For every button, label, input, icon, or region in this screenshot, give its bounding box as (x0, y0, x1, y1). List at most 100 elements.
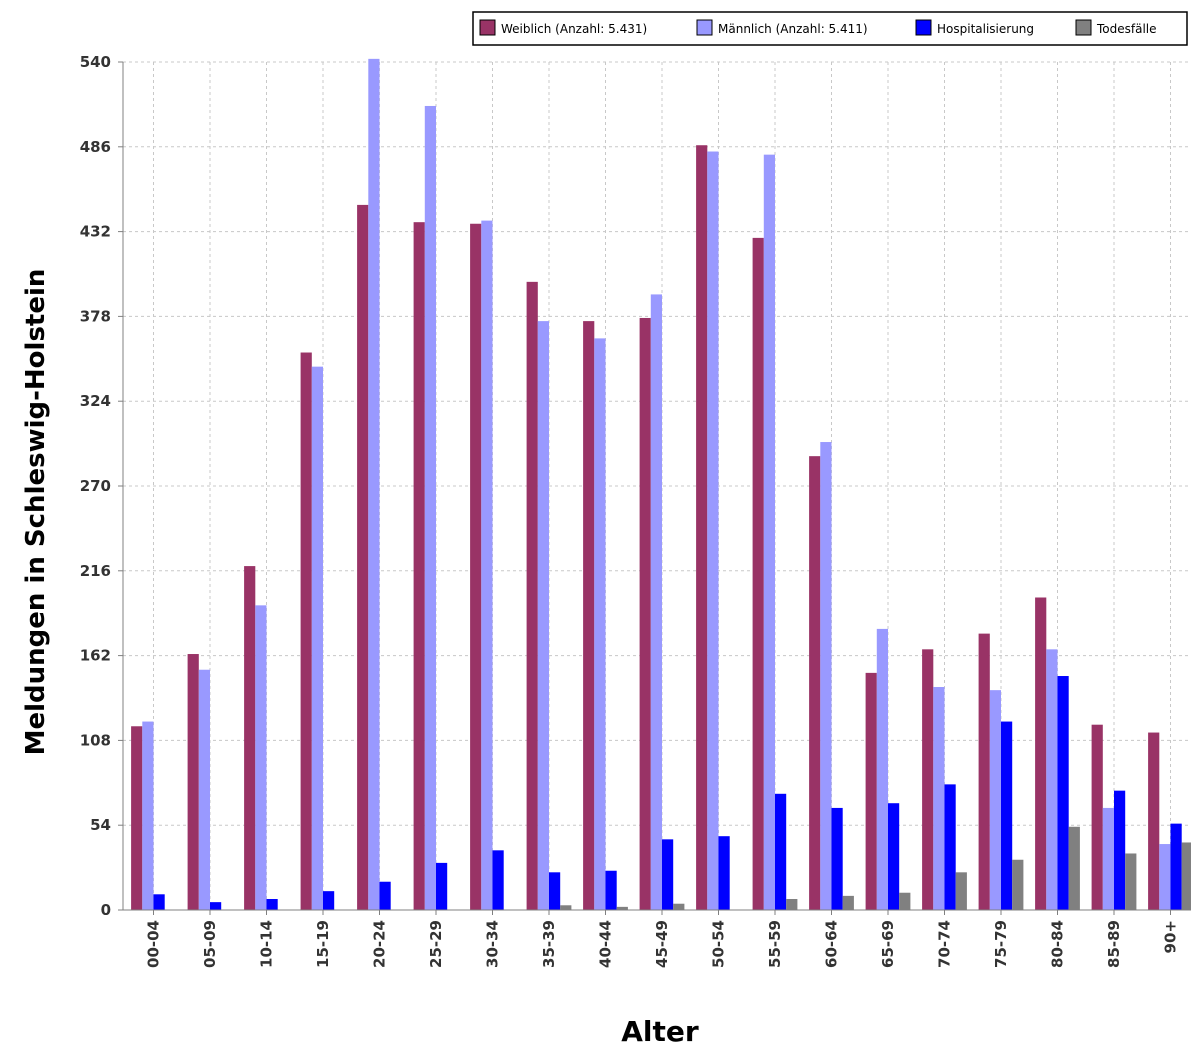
bar (662, 839, 674, 910)
legend-label: Todesfälle (1096, 22, 1157, 36)
bar (594, 338, 606, 910)
legend-swatch (1075, 19, 1092, 36)
legend-box (472, 11, 1188, 46)
x-tick-label: 25-29 (427, 920, 445, 968)
legend-swatch (696, 19, 713, 36)
x-tick-label: 00-04 (145, 920, 163, 968)
y-tick-label: 108 (80, 731, 111, 749)
x-tick-label: 10-14 (258, 920, 276, 968)
x-tick-label: 90+ (1162, 920, 1180, 953)
y-tick-label: 54 (90, 816, 111, 834)
bar (153, 894, 165, 910)
bar (1159, 844, 1171, 910)
x-tick-label: 65-69 (879, 920, 897, 968)
bar (368, 58, 380, 911)
bar (198, 669, 210, 910)
bar (1057, 676, 1069, 910)
legend-label: Weiblich (Anzahl: 5.431) (501, 22, 647, 36)
bar (323, 891, 335, 910)
legend-label: Männlich (Anzahl: 5.411) (718, 22, 868, 36)
x-tick-label: 35-39 (540, 920, 558, 968)
bar (673, 903, 685, 910)
bar (1046, 649, 1058, 910)
bar (763, 154, 775, 910)
bar (639, 317, 651, 911)
bar (922, 649, 934, 910)
bar (492, 850, 504, 910)
bar (842, 895, 854, 910)
bar (1012, 859, 1024, 910)
bar (809, 456, 821, 910)
bar (300, 352, 312, 910)
bar (1102, 807, 1114, 910)
x-tick-label: 60-64 (823, 920, 841, 968)
y-tick-label: 0 (101, 901, 111, 919)
bar (1114, 790, 1126, 910)
bar (526, 281, 538, 911)
bar (978, 633, 990, 910)
bar (537, 321, 549, 911)
x-axis-title: Alter (621, 1015, 699, 1047)
bar (1091, 724, 1103, 910)
x-tick-label: 85-89 (1105, 920, 1123, 968)
x-tick-label: 70-74 (936, 920, 954, 968)
x-tick-label: 80-84 (1049, 920, 1067, 968)
bar (718, 836, 730, 910)
x-tick-label: 30-34 (484, 920, 502, 968)
bar (210, 902, 222, 910)
x-tick-label: 40-44 (597, 920, 615, 968)
bar (560, 905, 572, 910)
x-tick-label: 75-79 (992, 920, 1010, 968)
bar (876, 628, 888, 910)
bar (616, 906, 628, 910)
bar (786, 899, 798, 910)
bar (583, 321, 595, 911)
bar (142, 721, 154, 910)
legend-label: Hospitalisierung (937, 22, 1034, 36)
bar (820, 442, 832, 910)
bar (413, 222, 425, 910)
bar (865, 672, 877, 910)
bar (605, 870, 617, 910)
bar (944, 784, 956, 910)
y-tick-label: 378 (80, 307, 111, 325)
bar (424, 105, 436, 911)
bar (696, 145, 708, 911)
bar (933, 687, 945, 910)
y-axis-title: Meldungen in Schleswig-Holstein (21, 269, 51, 756)
y-tick-label: 540 (80, 53, 111, 71)
bar (650, 294, 662, 911)
bar (955, 872, 967, 910)
bar (244, 566, 256, 910)
bar (470, 223, 482, 910)
bar (266, 899, 278, 910)
bar (707, 151, 719, 910)
x-tick-label: 15-19 (314, 920, 332, 968)
bar (1170, 823, 1182, 910)
x-tick-label: 50-54 (710, 920, 728, 968)
bar (1035, 597, 1047, 910)
x-tick-label: 05-09 (201, 920, 219, 968)
bar (311, 366, 323, 910)
bar (187, 654, 199, 910)
x-tick-labels: 00-04 05-09 10-14 15-19 20-24 25-29 30-34 35-39… (145, 910, 1180, 968)
y-tick-label: 270 (80, 477, 111, 495)
bar (1148, 732, 1160, 910)
bar (989, 690, 1001, 910)
legend-swatch (915, 19, 932, 36)
bar (549, 872, 561, 910)
bar (1125, 853, 1137, 910)
bar (436, 862, 448, 910)
x-tick-label: 20-24 (371, 920, 389, 968)
bar (752, 237, 764, 911)
bar (131, 726, 143, 910)
x-tick-label: 45-49 (653, 920, 671, 968)
y-tick-label: 216 (80, 562, 111, 580)
bar (831, 807, 843, 910)
x-tick-label: 55-59 (766, 920, 784, 968)
bar (899, 892, 911, 910)
bar (1001, 721, 1013, 910)
bar (1181, 842, 1191, 910)
bar (255, 605, 267, 910)
